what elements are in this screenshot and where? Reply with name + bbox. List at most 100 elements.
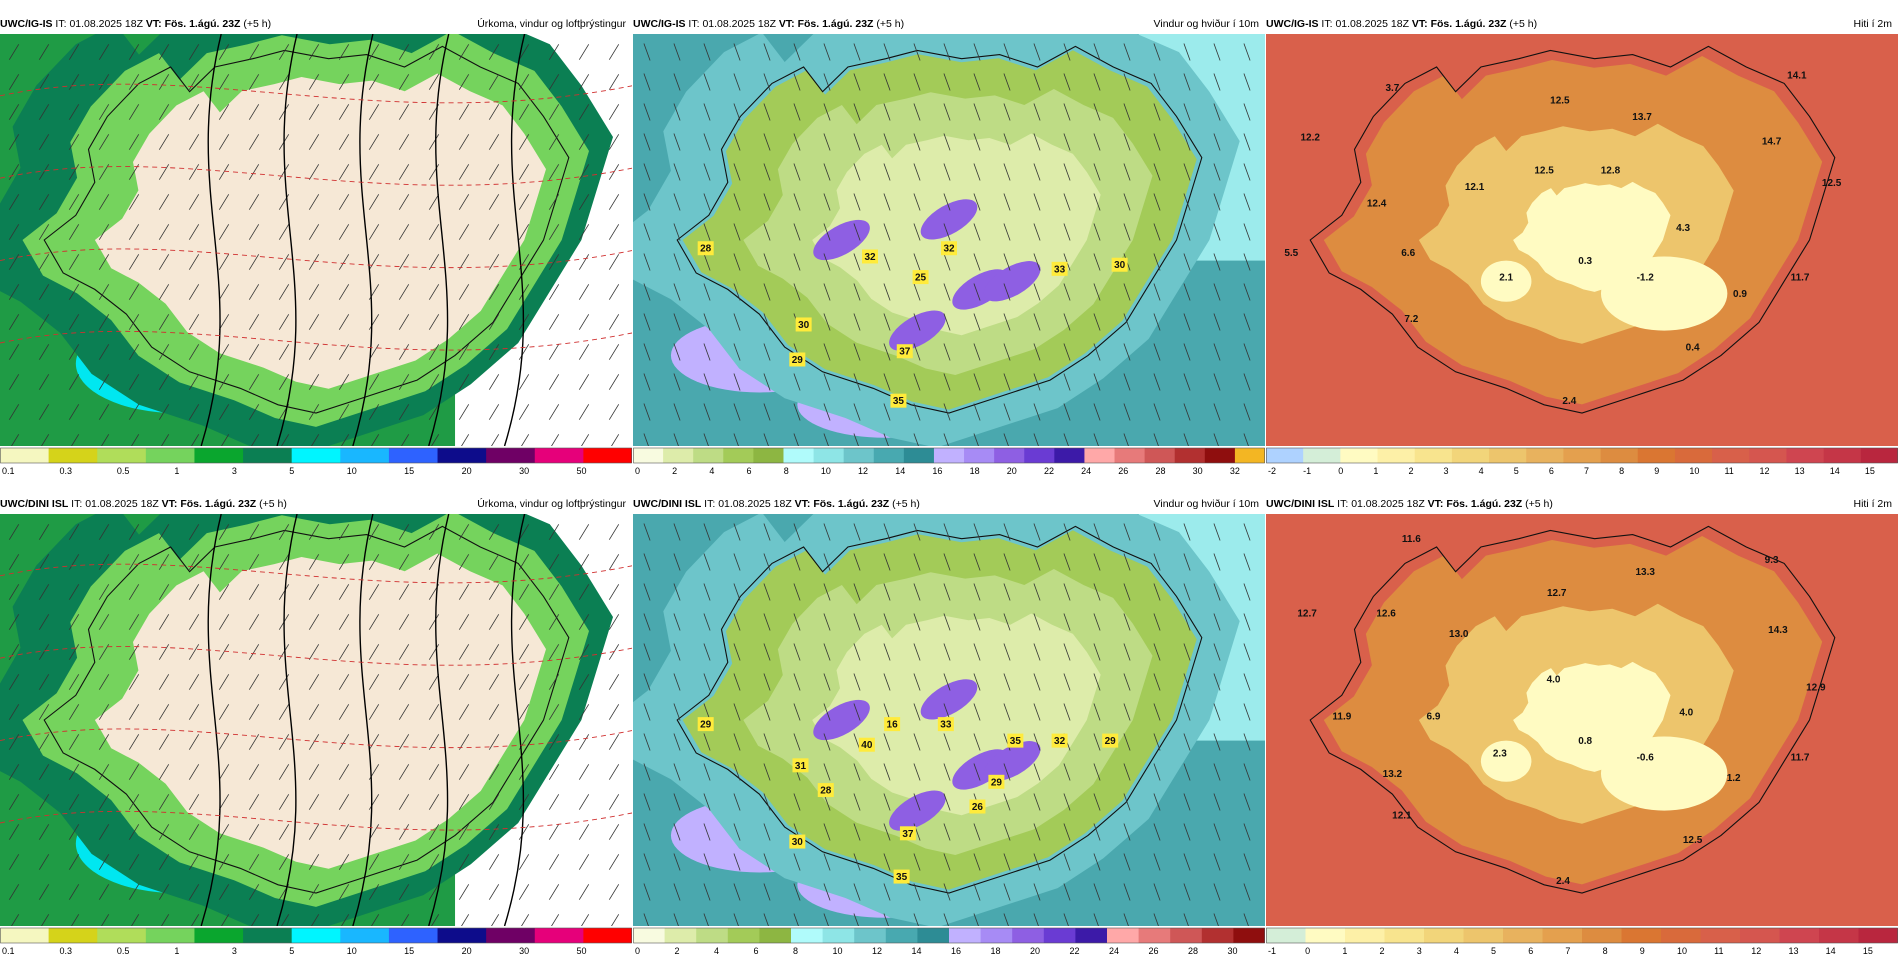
glacier-cold-area — [1563, 726, 1608, 764]
wind-arrow — [458, 404, 470, 420]
wind-arrow — [1063, 763, 1071, 781]
panel-header: UWC/DINI ISL IT: 01.08.2025 18Z VT: Fös.… — [0, 494, 632, 514]
wind-arrow — [883, 43, 891, 61]
temperature-value: 14.1 — [1787, 71, 1807, 82]
legend-swatch — [813, 448, 845, 463]
wind-arrow — [518, 374, 530, 390]
wind-arrow — [428, 794, 440, 810]
wind-arrow — [368, 314, 380, 330]
legend-swatch — [1384, 928, 1425, 943]
wind-arrow — [218, 254, 230, 270]
wind-arrow — [188, 824, 200, 840]
wind-arrow — [488, 614, 500, 630]
wind-arrow — [1033, 163, 1041, 181]
gust-streak — [813, 699, 870, 741]
wind-arrow — [1183, 553, 1191, 571]
wind-arrow — [608, 104, 620, 120]
wind-arrow — [1153, 913, 1159, 926]
wind-arrow — [338, 674, 350, 690]
wind-arrow — [1213, 133, 1221, 151]
wind-arrow — [1153, 373, 1161, 391]
wind-arrow — [1183, 73, 1191, 91]
map-temp: 3.7 12.5 13.7 14.1 12.2 14.7 12.1 12.5 12.8 12.5 1… — [1266, 34, 1898, 446]
panel-temp-dini: UWC/DINI ISL IT: 01.08.2025 18Z VT: Fös.… — [1266, 494, 1898, 958]
wind-arrow — [368, 524, 380, 540]
wind-arrow — [1213, 253, 1221, 271]
wind-arrow — [461, 434, 470, 446]
wind-arrow — [1153, 673, 1161, 691]
wind-arrow — [98, 344, 110, 360]
wind-arrow — [128, 104, 140, 120]
wind-arrow — [341, 434, 350, 446]
wind-arrow — [1033, 133, 1041, 151]
wind-arrow — [1153, 553, 1161, 571]
wind-arrow — [733, 703, 741, 721]
valid-time: Fös. 1.ágú. 23Z — [813, 498, 890, 510]
wind-arrow — [643, 373, 651, 391]
wind-arrow — [1033, 703, 1041, 721]
wind-arrow — [1213, 673, 1221, 691]
wind-arrow — [1153, 133, 1161, 151]
wind-arrow — [643, 43, 651, 61]
wind-arrow — [673, 793, 681, 811]
legend-swatch — [663, 448, 694, 463]
wind-arrow — [703, 733, 711, 751]
wind-arrow — [188, 584, 200, 600]
model-name: UWC/DINI ISL — [1266, 498, 1335, 510]
wind-arrow — [853, 763, 861, 781]
wind-arrow — [8, 194, 20, 210]
wind-arrow — [68, 224, 80, 240]
wind-arrow — [491, 914, 500, 926]
wind-arrow — [338, 824, 350, 840]
wind-arrow — [458, 584, 470, 600]
legend-swatch — [1637, 448, 1676, 463]
wind-arrow — [1243, 883, 1251, 901]
temperature-value: 12.8 — [1601, 165, 1621, 176]
legend-swatch — [980, 928, 1013, 943]
legend-tick-label: -1 — [1303, 466, 1311, 476]
wind-arrow — [973, 613, 981, 631]
wind-arrow — [1033, 223, 1041, 241]
wind-arrow — [68, 794, 80, 810]
legend-swatch — [1503, 928, 1543, 943]
legend-tick-label: 6 — [754, 946, 759, 956]
wind-arrow — [1243, 913, 1249, 926]
wind-arrow — [733, 373, 741, 391]
wind-arrow — [248, 884, 260, 900]
legend-tick-label: 4 — [714, 946, 719, 956]
wind-arrow — [68, 314, 80, 330]
legend-swatch — [97, 448, 147, 463]
wind-arrow — [643, 403, 651, 421]
wind-arrow — [371, 434, 380, 446]
wind-arrow — [518, 164, 530, 180]
wind-arrow — [338, 794, 350, 810]
wind-arrow — [1183, 583, 1191, 601]
gust-value-box — [862, 249, 878, 264]
wind-arrow — [703, 853, 711, 871]
wind-arrow — [1123, 883, 1131, 901]
wind-arrow — [1093, 523, 1101, 541]
wind-arrow — [883, 523, 891, 541]
legend-tick-label: 20 — [462, 466, 472, 476]
wind-arrow — [883, 913, 889, 926]
wind-arrow — [1153, 703, 1161, 721]
wind-arrow — [793, 643, 801, 661]
wind-arrow — [458, 74, 470, 90]
wind-arrow — [1003, 553, 1011, 571]
wind-arrow — [1153, 583, 1161, 601]
wind-arrow — [853, 853, 861, 871]
wind-arrow — [98, 824, 110, 840]
wind-arrow — [1003, 703, 1011, 721]
legend-swatch — [145, 928, 195, 943]
temperature-value: 4.0 — [1679, 707, 1693, 718]
gust-value: 32 — [864, 252, 876, 263]
gust-value: 35 — [896, 872, 908, 883]
wind-arrow — [128, 584, 140, 600]
wind-arrow — [518, 344, 530, 360]
glacier-cold-area — [1480, 260, 1532, 302]
wind-arrow — [733, 643, 741, 661]
wind-arrow — [278, 854, 290, 870]
wind-arrow — [1063, 373, 1071, 391]
legend-swatch — [1779, 928, 1820, 943]
wind-arrow — [703, 313, 711, 331]
